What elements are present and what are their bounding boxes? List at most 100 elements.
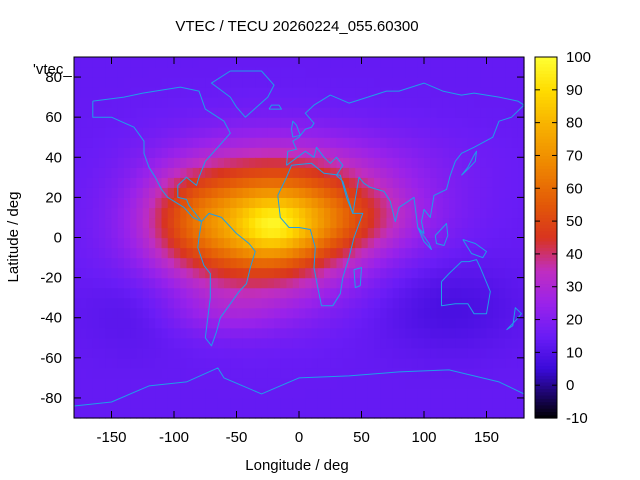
heatmap-cell [430,377,438,389]
heatmap-cell [474,97,481,108]
heatmap-cell [111,267,119,279]
heatmap-cell [105,127,113,138]
heatmap-cell [424,87,431,98]
heatmap-cell [386,167,394,178]
heatmap-cell [405,397,413,409]
heatmap-cell [155,167,163,178]
heatmap-cell [505,57,513,68]
heatmap-cell [255,287,263,299]
heatmap-cell [280,337,288,349]
heatmap-cell [199,127,206,138]
heatmap-cell [274,317,281,329]
heatmap-cell [405,377,413,389]
heatmap-cell [211,257,219,269]
heatmap-cell [155,117,163,128]
heatmap-cell [280,77,288,88]
heatmap-cell [249,57,256,68]
heatmap-cell [367,367,375,379]
heatmap-cell [130,117,138,128]
colorbar-band [535,326,557,330]
colorbar-band [535,57,557,61]
heatmap-cell [361,307,369,319]
heatmap-cell [255,347,263,359]
heatmap-cell [405,207,413,219]
heatmap-cell [317,217,325,229]
heatmap-cell [517,327,525,339]
heatmap-cell [286,397,294,409]
heatmap-cell [205,347,213,359]
heatmap-cell [167,397,175,409]
heatmap-cell [105,67,113,78]
colorbar-tick-label: 20 [566,312,583,329]
heatmap-cell [105,297,113,309]
colorbar-band [535,221,557,225]
heatmap-cell [355,337,363,349]
series-key-label: 'vtec_ [33,61,72,78]
heatmap-cell [242,407,250,419]
heatmap-cell [436,157,444,168]
heatmap-cell [292,377,300,389]
heatmap-cell [242,327,250,339]
heatmap-cell [186,147,194,158]
heatmap-cell [180,297,188,309]
heatmap-cell [392,187,400,198]
heatmap-cell [274,187,281,198]
heatmap-cell [255,397,263,409]
heatmap-cell [80,277,88,289]
heatmap-cell [299,387,306,399]
heatmap-cell [455,77,463,88]
y-tick-label: 60 [45,109,62,126]
heatmap-cell [124,117,131,128]
heatmap-cell [342,127,350,138]
heatmap-cell [274,167,281,178]
heatmap-cell [424,187,431,198]
heatmap-cell [230,387,238,399]
heatmap-cell [424,387,431,399]
heatmap-cell [492,327,500,339]
heatmap-cell [105,347,113,359]
colorbar-band [535,391,557,396]
heatmap-cell [486,77,494,88]
heatmap-cell [199,97,206,108]
heatmap-cell [499,227,506,239]
heatmap-cell [149,207,156,219]
heatmap-cell [480,127,488,138]
heatmap-cell [255,277,263,289]
heatmap-cell [149,407,156,419]
heatmap-cell [117,157,125,168]
heatmap-cell [355,117,363,128]
heatmap-cell [305,67,313,78]
heatmap-cell [417,397,425,409]
heatmap-cell [455,107,463,118]
colorbar-frame [534,56,558,419]
colorbar-band [535,102,557,107]
heatmap-cell [249,407,256,419]
colorbar-band [535,358,557,363]
heatmap-cell [286,247,294,259]
heatmap-cell [267,297,275,309]
heatmap-cell [99,357,106,369]
heatmap-cell [174,297,181,309]
heatmap-cell [174,367,181,379]
heatmap-cell [174,197,181,209]
heatmap-cell [367,197,375,209]
heatmap-cell [86,357,94,369]
heatmap-cell [136,287,144,299]
heatmap-cell [236,87,244,98]
heatmap-cell [505,187,513,198]
heatmap-cell [292,287,300,299]
heatmap-cell [92,337,100,349]
heatmap-cell [367,337,375,349]
heatmap-cell [374,247,381,259]
coastline-north-america [92,86,231,222]
heatmap-cell [261,247,269,259]
heatmap-cell [105,327,113,339]
heatmap-cell [99,367,106,379]
heatmap-cell [299,137,306,148]
heatmap-cell [124,307,131,319]
heatmap-cell [399,277,406,289]
heatmap-cell [105,317,113,329]
heatmap-cell [480,297,488,309]
heatmap-cell [449,147,456,158]
heatmap-cell [130,397,138,409]
